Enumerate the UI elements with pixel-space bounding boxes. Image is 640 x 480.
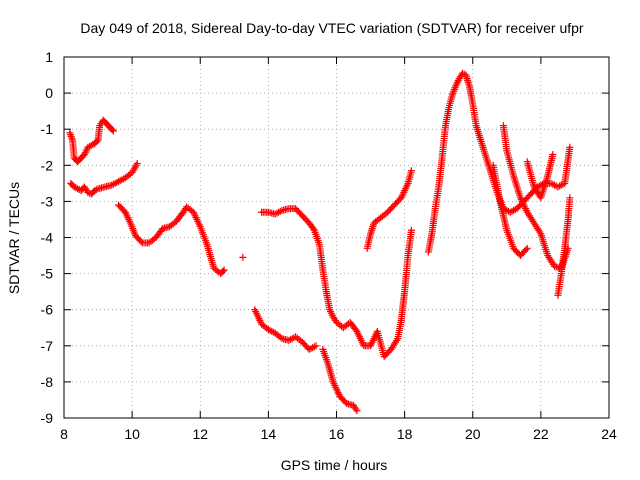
x-axis-ticks: 8 10 12 14 16 18 20 22 24	[60, 57, 617, 442]
data-point	[137, 237, 145, 245]
y-tick-label: -6	[41, 302, 54, 318]
x-tick-label: 14	[261, 426, 277, 442]
data-point	[510, 206, 518, 214]
series-s6	[258, 205, 415, 361]
y-tick-label: -2	[41, 157, 54, 173]
x-tick-label: 8	[60, 426, 68, 442]
x-tick-label: 20	[465, 426, 481, 442]
series-s8	[363, 167, 415, 252]
series-s3	[115, 201, 228, 278]
data-point	[268, 327, 276, 335]
data-point	[312, 342, 320, 350]
data-point	[407, 167, 415, 175]
data-point	[566, 143, 574, 151]
y-tick-label: -5	[41, 266, 54, 282]
y-axis-label: SDTVAR / TECUs	[6, 182, 22, 294]
chart-title: Day 049 of 2018, Sidereal Day-to-day VTE…	[80, 20, 584, 36]
series-s13	[554, 194, 574, 299]
data-point	[67, 132, 75, 140]
data-point	[310, 343, 318, 351]
series-s12	[489, 161, 531, 260]
series-s4	[239, 253, 247, 261]
data-point	[522, 246, 530, 254]
data-point	[566, 194, 574, 202]
series-s11	[523, 150, 557, 202]
x-tick-label: 22	[533, 426, 549, 442]
y-tick-label: 0	[45, 85, 53, 101]
data-point	[309, 225, 317, 233]
grid-lines	[64, 57, 609, 418]
x-tick-label: 16	[329, 426, 345, 442]
data-point	[309, 344, 317, 352]
data-point	[220, 266, 228, 274]
data-point	[276, 207, 284, 215]
data-point	[557, 181, 565, 189]
data-point	[108, 126, 116, 134]
data-point	[407, 226, 415, 234]
y-axis-ticks: -9 -8 -7 -6 -5 -4 -3 -2 -1 0 1	[41, 49, 609, 426]
data-point	[219, 267, 227, 275]
data-point	[353, 407, 361, 415]
data-point	[551, 181, 558, 189]
x-tick-label: 12	[192, 426, 208, 442]
x-tick-label: 10	[124, 426, 140, 442]
data-point	[549, 150, 557, 158]
y-tick-label: -7	[41, 338, 54, 354]
x-tick-label: 24	[601, 426, 617, 442]
y-tick-label: -3	[41, 193, 54, 209]
series-s10	[499, 122, 572, 272]
series-s2	[67, 159, 141, 198]
y-tick-label: -1	[41, 121, 54, 137]
y-tick-label: -4	[41, 230, 54, 246]
data-point	[109, 127, 117, 135]
series-s7	[319, 345, 361, 415]
y-tick-label: -8	[41, 374, 54, 390]
x-axis-label: GPS time / hours	[281, 457, 388, 473]
y-tick-label: 1	[45, 49, 53, 65]
x-tick-label: 18	[397, 426, 413, 442]
data-points	[66, 69, 574, 415]
data-point	[133, 159, 141, 167]
series-s5	[251, 306, 320, 353]
data-point	[239, 253, 247, 261]
series-s1	[66, 116, 117, 166]
data-point	[92, 186, 100, 194]
y-tick-label: -9	[41, 410, 54, 426]
data-point	[93, 137, 101, 145]
data-point	[523, 244, 531, 252]
